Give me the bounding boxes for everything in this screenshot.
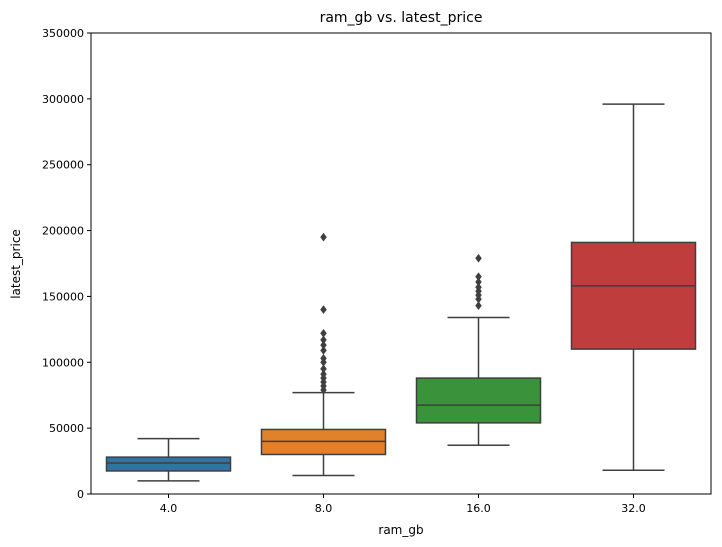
outlier-point: [475, 277, 482, 287]
outlier-point: [320, 305, 327, 315]
x-axis-label: ram_gb: [378, 523, 423, 537]
y-tick-label: 200000: [42, 225, 84, 238]
outlier-point: [320, 232, 327, 242]
outlier-point: [320, 340, 327, 350]
outlier-point: [475, 253, 482, 263]
y-axis: 0 50000 100000 150000 200000 250000 300000 3500…: [42, 27, 91, 501]
box-group-16-0: [415, 253, 542, 447]
outlier-point: [320, 346, 327, 355]
box-group-4-0: [105, 437, 232, 482]
outlier-point: [320, 364, 327, 374]
chart-title: ram_gb vs. latest_price: [320, 10, 483, 26]
x-tick-label: 32.0: [621, 502, 646, 515]
x-tick-label: 8.0: [315, 502, 333, 515]
x-tick-label: 16.0: [466, 502, 491, 515]
outlier-point: [320, 335, 327, 345]
x-axis: 4.0 8.0 16.0 32.0: [160, 494, 646, 515]
box-iqr: [415, 377, 542, 424]
y-tick-label: 300000: [42, 93, 84, 106]
outlier-point: [320, 328, 327, 338]
box-iqr: [105, 456, 232, 472]
outlier-point: [475, 301, 482, 311]
y-tick-label: 150000: [42, 290, 84, 303]
y-tick-label: 100000: [42, 356, 84, 369]
box-group-32-0: [570, 103, 697, 472]
box-iqr: [570, 241, 697, 350]
y-tick-label: 250000: [42, 159, 84, 172]
box-group-8-0: [260, 232, 387, 477]
x-tick-label: 4.0: [160, 502, 178, 515]
plot-area: [105, 103, 697, 482]
plot-frame: [90, 32, 712, 495]
outlier-point: [320, 369, 327, 379]
y-tick-label: 350000: [42, 27, 84, 40]
y-axis-label: latest_price: [9, 229, 23, 299]
y-tick-label: 0: [77, 488, 84, 501]
outlier-point: [475, 272, 482, 282]
outlier-point: [320, 353, 327, 363]
y-tick-label: 50000: [49, 422, 84, 435]
outlier-point: [475, 282, 482, 292]
